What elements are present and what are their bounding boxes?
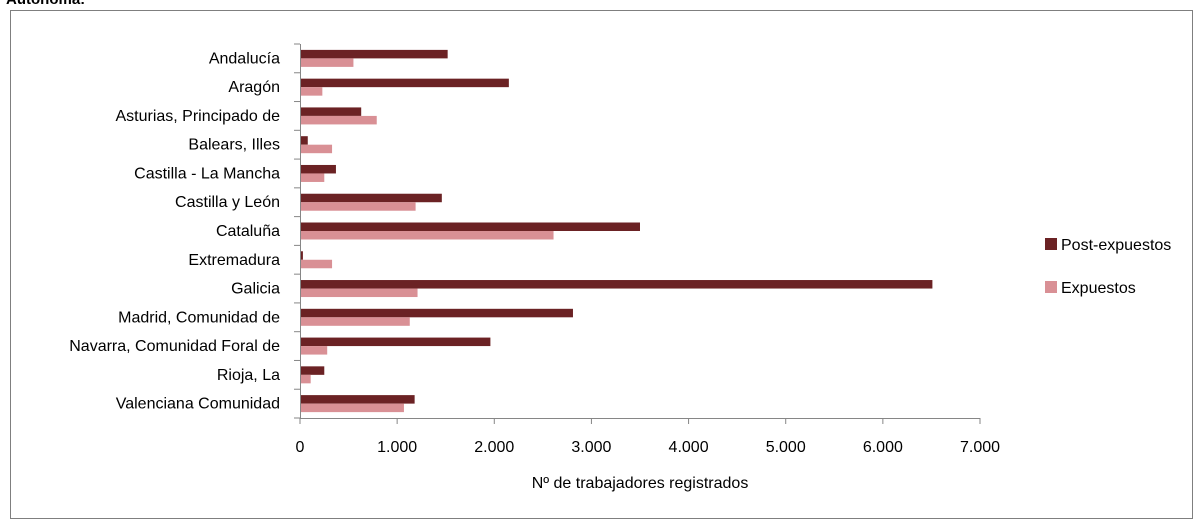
- bar-expuestos: [301, 144, 333, 154]
- category-label: Cataluña: [216, 223, 280, 240]
- x-tick-label: 6.000: [863, 439, 903, 456]
- category-label: Extremadura: [188, 252, 280, 269]
- legend-label: Expuestos: [1061, 280, 1136, 297]
- legend: Post-expuestos Expuestos: [1045, 237, 1171, 297]
- x-tick-label: 7.000: [960, 439, 1000, 456]
- x-tick-label: 1.000: [377, 439, 417, 456]
- bar-expuestos: [301, 346, 328, 355]
- category-label: Castilla y León: [175, 194, 280, 211]
- bar-post-expuestos: [301, 193, 442, 203]
- legend-label: Post-expuestos: [1061, 237, 1171, 254]
- x-axis-title: Nº de trabajadores registrados: [532, 475, 749, 492]
- bar-expuestos: [301, 317, 410, 326]
- category-label: Navarra, Comunidad Foral de: [69, 338, 280, 355]
- category-label: Madrid, Comunidad de: [118, 309, 280, 326]
- bar-post-expuestos: [301, 251, 303, 260]
- bar-post-expuestos: [301, 107, 362, 116]
- x-tick-label: 4.000: [669, 439, 709, 456]
- x-tick-label: 5.000: [766, 439, 806, 456]
- bar-expuestos: [301, 173, 325, 182]
- category-label: Valenciana Comunidad: [116, 396, 280, 413]
- bar-post-expuestos: [301, 308, 573, 318]
- bar-post-expuestos: [301, 136, 308, 145]
- x-tick-label: 3.000: [571, 439, 611, 456]
- x-tick-label: 0: [296, 439, 305, 456]
- bar-expuestos: [301, 231, 554, 240]
- bar-expuestos: [301, 202, 416, 211]
- category-label: Galicia: [231, 281, 280, 298]
- bar-post-expuestos: [301, 164, 336, 174]
- legend-swatch: [1045, 238, 1057, 250]
- bar-post-expuestos: [301, 337, 491, 347]
- bar-post-expuestos: [301, 366, 325, 375]
- bar-post-expuestos: [301, 395, 415, 404]
- bar-post-expuestos: [301, 49, 448, 59]
- header-fragment: Autónoma:: [6, 0, 85, 8]
- bar-post-expuestos: [301, 222, 640, 231]
- bar-expuestos: [301, 58, 354, 67]
- bar-expuestos: [301, 87, 323, 96]
- legend-swatch: [1045, 281, 1057, 293]
- category-label: Aragón: [228, 79, 280, 96]
- chart-frame: [10, 10, 1193, 519]
- category-label: Asturias, Principado de: [115, 108, 280, 125]
- bar-expuestos: [301, 259, 333, 269]
- bar-expuestos: [301, 403, 404, 413]
- category-label: Balears, Illes: [188, 137, 280, 154]
- category-label: Castilla - La Mancha: [134, 165, 280, 182]
- bar-post-expuestos: [301, 78, 509, 88]
- category-label: Rioja, La: [217, 367, 280, 384]
- plot-area: Andalucía Aragón Asturias, Principado de Ba…: [69, 43, 1000, 456]
- bar-expuestos: [301, 288, 418, 298]
- x-tick-label: 2.000: [474, 439, 514, 456]
- bar-post-expuestos: [301, 280, 933, 289]
- category-label: Andalucía: [209, 50, 280, 67]
- bar-expuestos: [301, 374, 311, 384]
- bar-expuestos: [301, 115, 377, 125]
